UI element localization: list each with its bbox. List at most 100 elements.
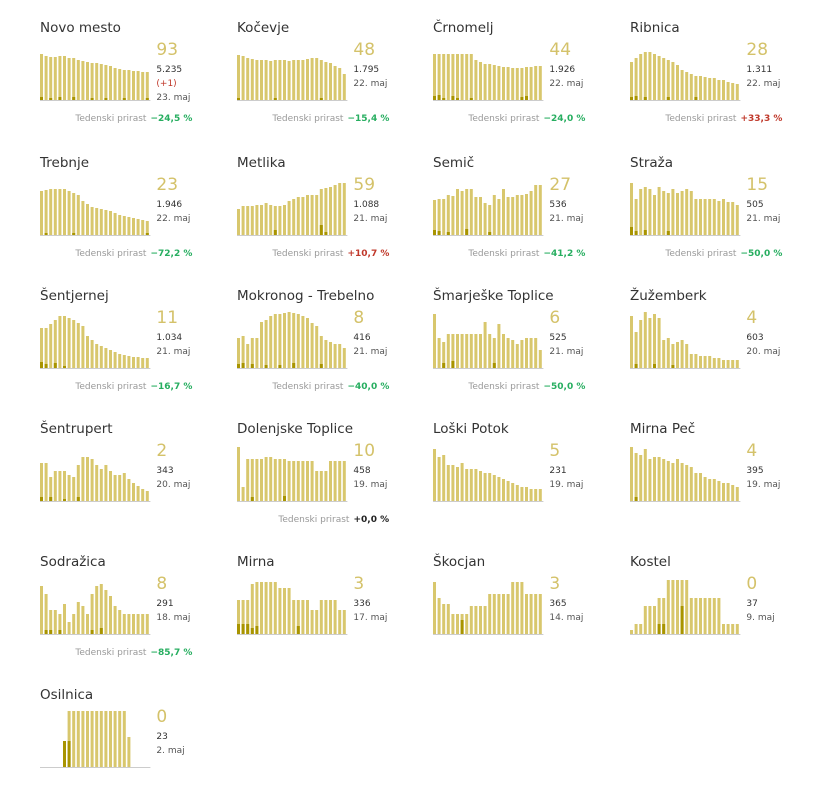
active-cases-bar bbox=[469, 606, 473, 634]
active-cases-bar bbox=[324, 471, 328, 501]
active-cases-bar bbox=[306, 600, 309, 634]
panel-title: Novo mesto bbox=[40, 20, 121, 36]
new-cases-bar bbox=[72, 97, 76, 100]
active-cases-bar bbox=[324, 340, 328, 368]
active-cases-bar bbox=[630, 183, 633, 235]
active-cases-bar bbox=[685, 580, 689, 634]
weekly-growth-label: Tedenski prirast bbox=[75, 114, 147, 124]
active-cases-bar bbox=[260, 459, 263, 501]
active-cases-bar bbox=[506, 338, 510, 368]
active-cases-bar bbox=[511, 68, 515, 100]
sparkline-chart bbox=[237, 312, 348, 369]
active-cases-bar bbox=[278, 314, 282, 368]
active-cases-bar bbox=[241, 336, 245, 368]
active-cases-bar bbox=[296, 600, 300, 634]
new-cases-bar bbox=[44, 364, 48, 368]
panel-title: Šentjernej bbox=[40, 288, 109, 304]
sparkline-chart bbox=[40, 457, 151, 502]
active-cases-bar bbox=[479, 334, 482, 368]
active-cases-bar bbox=[63, 471, 66, 501]
active-cases-bar bbox=[296, 60, 300, 100]
new-cases-bar bbox=[437, 95, 441, 100]
active-cases-bar bbox=[433, 582, 436, 634]
active-cases-count: 3 bbox=[549, 574, 561, 594]
active-cases-bar bbox=[264, 60, 268, 100]
active-cases-bar bbox=[708, 199, 712, 235]
active-cases-bar bbox=[283, 60, 286, 100]
weekly-growth-value: −50,0 % bbox=[740, 249, 783, 259]
municipality-panel: Straža 15 505 21. maj Tedenski prirast −50,0 … bbox=[630, 155, 820, 280]
active-cases-bar bbox=[104, 348, 108, 368]
active-cases-bar bbox=[90, 63, 94, 100]
active-cases-bar bbox=[99, 711, 103, 767]
active-cases-bar bbox=[529, 594, 533, 634]
sparkline-chart bbox=[433, 314, 544, 369]
active-cases-bar bbox=[67, 318, 71, 368]
sparkline-chart bbox=[40, 584, 151, 635]
new-cases-bar bbox=[40, 97, 43, 100]
sparkline-chart bbox=[433, 582, 544, 635]
active-cases-bar bbox=[329, 461, 332, 501]
active-cases-bar bbox=[662, 340, 666, 368]
active-cases-bar bbox=[465, 614, 469, 634]
active-cases-bar bbox=[488, 594, 492, 634]
last-update-date: 19. maj bbox=[746, 480, 781, 490]
sparkline-chart bbox=[433, 185, 544, 236]
active-cases-bar bbox=[506, 67, 510, 100]
new-cases-bar bbox=[666, 97, 670, 100]
active-cases-bar bbox=[465, 54, 469, 100]
active-cases-bar bbox=[118, 711, 122, 767]
new-cases-bar bbox=[237, 624, 240, 634]
active-cases-count: 0 bbox=[746, 574, 758, 594]
active-cases-bar bbox=[708, 78, 712, 100]
active-cases-bar bbox=[40, 586, 43, 634]
active-cases-bar bbox=[469, 469, 473, 501]
active-cases-bar bbox=[310, 195, 314, 235]
active-cases-bar bbox=[49, 57, 53, 100]
active-cases-bar bbox=[86, 614, 89, 634]
last-update-date: 20. maj bbox=[156, 480, 191, 490]
active-cases-bar bbox=[497, 594, 501, 634]
active-cases-bar bbox=[689, 191, 693, 235]
active-cases-bar bbox=[648, 459, 652, 501]
active-cases-bar bbox=[437, 457, 441, 501]
active-cases-bar bbox=[81, 457, 85, 501]
last-update-date: 19. maj bbox=[549, 480, 584, 490]
active-cases-bar bbox=[460, 463, 464, 501]
new-cases-bar bbox=[451, 361, 455, 368]
panel-title: Žužemberk bbox=[630, 288, 707, 304]
active-cases-bar bbox=[433, 314, 436, 368]
sparkline-chart bbox=[40, 189, 151, 236]
active-cases-bar bbox=[534, 66, 538, 100]
panel-title: Črnomelj bbox=[433, 20, 494, 36]
active-cases-bar bbox=[278, 588, 282, 634]
active-cases-bar bbox=[255, 582, 259, 634]
active-cases-bar bbox=[685, 189, 689, 235]
active-cases-bar bbox=[538, 66, 542, 100]
active-cases-bar bbox=[113, 711, 117, 767]
active-cases-bar bbox=[483, 203, 487, 235]
panel-title: Straža bbox=[630, 155, 674, 171]
new-cases-bar bbox=[44, 630, 48, 634]
panel-title: Škocjan bbox=[433, 554, 486, 570]
active-cases-bar bbox=[666, 461, 670, 501]
last-update-date: 2. maj bbox=[156, 746, 185, 756]
last-update-date: 21. maj bbox=[549, 214, 584, 224]
new-cases-bar bbox=[58, 97, 62, 100]
active-cases-bar bbox=[703, 598, 707, 634]
active-cases-bar bbox=[109, 471, 112, 501]
new-cases-bar bbox=[319, 364, 323, 368]
active-cases-bar bbox=[722, 624, 725, 634]
active-cases-bar bbox=[315, 195, 319, 235]
active-cases-bar bbox=[699, 473, 702, 501]
weekly-growth-label: Tedenski prirast bbox=[272, 382, 344, 392]
active-cases-bar bbox=[122, 473, 126, 501]
weekly-growth: Tedenski prirast −15,4 % bbox=[272, 114, 389, 124]
active-cases-bar bbox=[241, 487, 245, 501]
active-cases-bar bbox=[657, 318, 661, 368]
new-cases-bar bbox=[634, 96, 638, 100]
active-cases-count: 8 bbox=[353, 308, 365, 328]
active-cases-count: 3 bbox=[353, 574, 365, 594]
active-cases-bar bbox=[479, 62, 482, 100]
active-cases-bar bbox=[726, 82, 730, 100]
